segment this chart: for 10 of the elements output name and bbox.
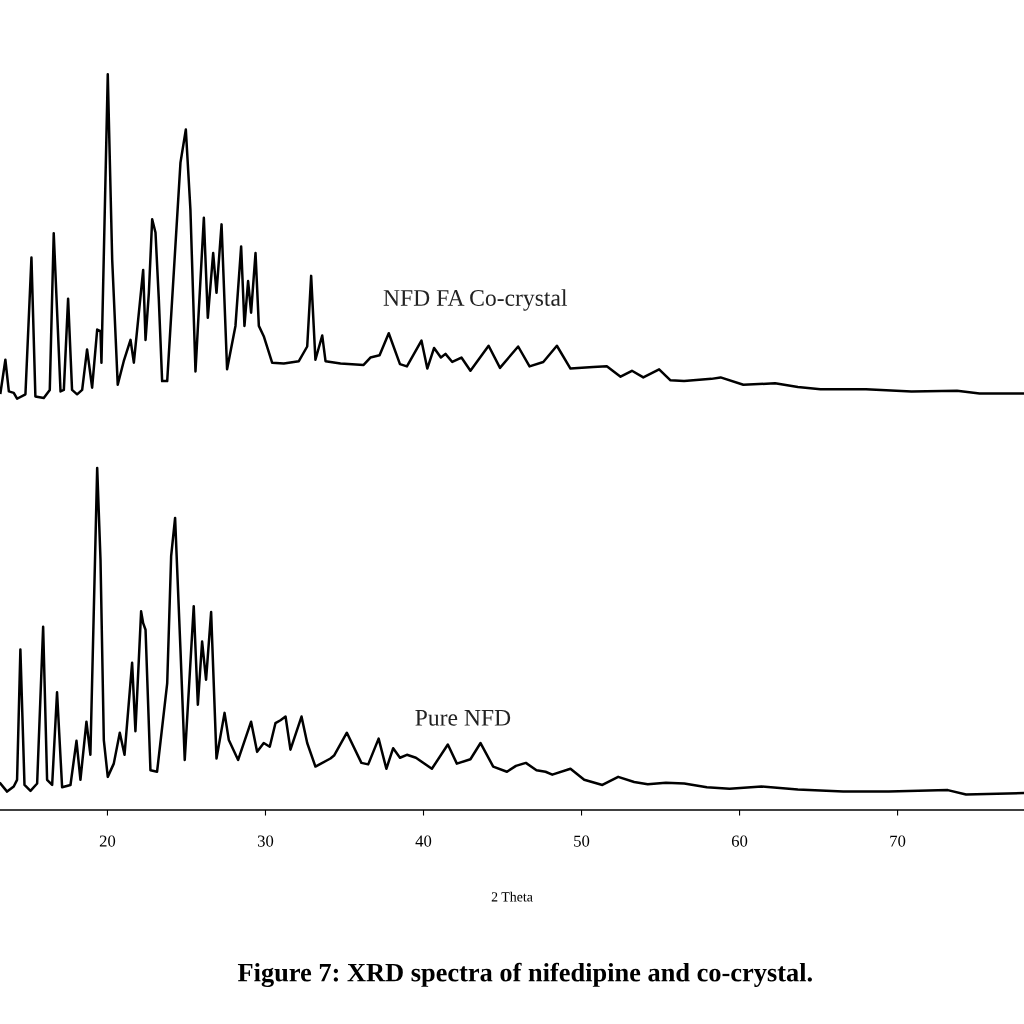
series-label: NFD FA Co-crystal — [383, 289, 568, 311]
x-axis-title: 2 Theta — [491, 891, 533, 902]
x-tick-label: 20 — [99, 835, 116, 847]
series-label: Pure NFD — [415, 710, 511, 726]
x-tick-label: 60 — [731, 835, 748, 847]
x-tick-label: 50 — [574, 835, 590, 847]
x-tick-label: 70 — [890, 835, 906, 847]
x-tick-label: 40 — [415, 835, 432, 847]
x-tick-label: 30 — [257, 835, 274, 847]
text: Figure 7: XRD spectra of nifedipine and co-crystal. — [237, 962, 812, 988]
